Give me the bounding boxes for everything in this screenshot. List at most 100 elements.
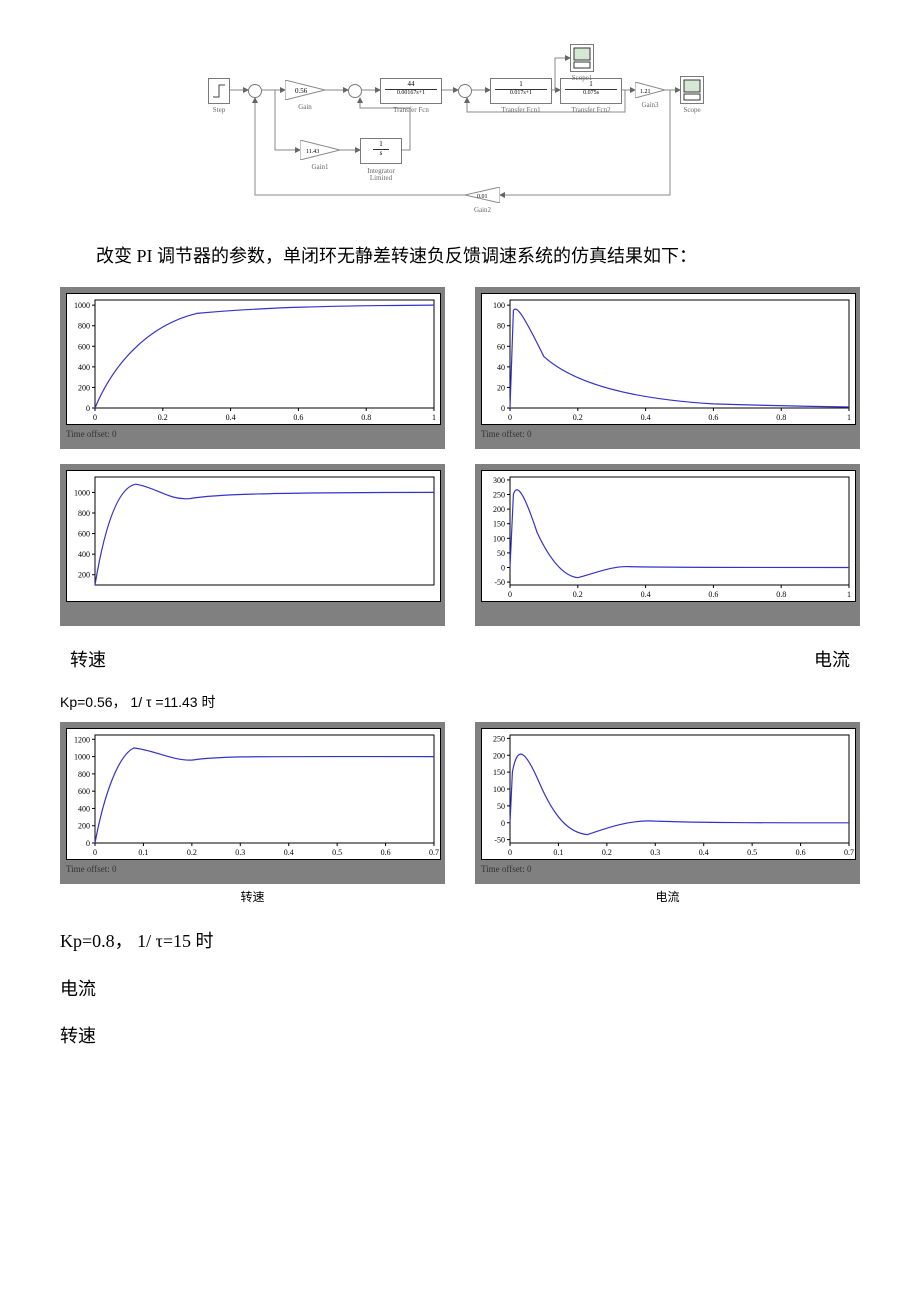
scope1-label: Scope1 bbox=[571, 75, 593, 83]
svg-text:0: 0 bbox=[93, 413, 97, 422]
svg-text:200: 200 bbox=[78, 571, 90, 580]
tf-label: Transfer Fcn bbox=[381, 107, 441, 115]
svg-text:0.1: 0.1 bbox=[138, 848, 148, 857]
svg-text:0.6: 0.6 bbox=[796, 848, 806, 857]
svg-text:0.4: 0.4 bbox=[226, 413, 236, 422]
svg-text:0.6: 0.6 bbox=[708, 413, 718, 422]
svg-text:0: 0 bbox=[86, 404, 90, 413]
paragraph-1: 改变 PI 调节器的参数，单闭环无静差转速负反馈调速系统的仿真结果如下： bbox=[60, 240, 860, 272]
scope1-block: Scope1 bbox=[570, 44, 594, 72]
svg-text:400: 400 bbox=[78, 363, 90, 372]
svg-text:20: 20 bbox=[497, 384, 505, 393]
tf1-block: 1 0.017s+1 Transfer Fcn1 bbox=[490, 78, 552, 104]
svg-text:100: 100 bbox=[493, 785, 505, 794]
after-label-1: 电流 bbox=[60, 973, 860, 1005]
sum1 bbox=[248, 84, 262, 98]
svg-text:150: 150 bbox=[493, 769, 505, 778]
tf1-label: Transfer Fcn1 bbox=[491, 107, 551, 115]
svg-text:0.8: 0.8 bbox=[776, 590, 786, 599]
current-label: 电流 bbox=[814, 646, 850, 672]
gain1-block: 11.43 Gain1 bbox=[300, 140, 340, 160]
svg-text:1200: 1200 bbox=[74, 736, 90, 745]
svg-text:1: 1 bbox=[847, 413, 851, 422]
svg-text:0.2: 0.2 bbox=[602, 848, 612, 857]
svg-text:200: 200 bbox=[78, 822, 90, 831]
svg-text:11.43: 11.43 bbox=[306, 149, 319, 155]
svg-text:800: 800 bbox=[78, 509, 90, 518]
svg-text:300: 300 bbox=[493, 476, 505, 485]
time-offset-5: Time offset: 0 bbox=[66, 860, 439, 874]
row-labels: 转速 电流 bbox=[70, 646, 850, 672]
svg-text:0.1: 0.1 bbox=[553, 848, 563, 857]
svg-text:1000: 1000 bbox=[74, 753, 90, 762]
svg-text:80: 80 bbox=[497, 322, 505, 331]
gain-value: 0.56 bbox=[295, 87, 308, 95]
svg-text:0.2: 0.2 bbox=[158, 413, 168, 422]
svg-text:0.2: 0.2 bbox=[187, 848, 197, 857]
chart-2: 02040608010000.20.40.60.81 Time offset: … bbox=[475, 287, 860, 449]
speed-label: 转速 bbox=[70, 646, 106, 672]
tf-block: 44 0.00167s+1 Transfer Fcn bbox=[380, 78, 442, 104]
svg-text:0: 0 bbox=[86, 839, 90, 848]
svg-text:150: 150 bbox=[493, 520, 505, 529]
after-label-2: 转速 bbox=[60, 1020, 860, 1052]
gain3-block: 1.21 Gain3 bbox=[635, 82, 665, 98]
integrator-label: Integrator Limited bbox=[361, 168, 401, 183]
svg-text:0.4: 0.4 bbox=[699, 848, 709, 857]
scope-block: Scope bbox=[680, 76, 704, 104]
svg-text:200: 200 bbox=[493, 752, 505, 761]
gain2-block: 0.01 Gain2 bbox=[465, 187, 500, 203]
svg-text:1: 1 bbox=[847, 590, 851, 599]
svg-text:0.8: 0.8 bbox=[361, 413, 371, 422]
svg-text:0.5: 0.5 bbox=[747, 848, 757, 857]
gain2-label: Gain2 bbox=[465, 207, 500, 215]
svg-text:250: 250 bbox=[493, 735, 505, 744]
svg-text:0.6: 0.6 bbox=[708, 590, 718, 599]
svg-text:200: 200 bbox=[493, 505, 505, 514]
scope-label: Scope bbox=[681, 107, 703, 115]
svg-text:0.7: 0.7 bbox=[844, 848, 854, 857]
integrator-block: 1 s Integrator Limited bbox=[360, 138, 402, 164]
svg-text:0: 0 bbox=[501, 564, 505, 573]
svg-text:0: 0 bbox=[501, 404, 505, 413]
svg-text:600: 600 bbox=[78, 788, 90, 797]
gain-label: Gain bbox=[285, 104, 325, 112]
caption-current: 电流 bbox=[475, 888, 860, 905]
svg-text:1: 1 bbox=[432, 413, 436, 422]
svg-text:0.8: 0.8 bbox=[776, 413, 786, 422]
svg-text:50: 50 bbox=[497, 549, 505, 558]
svg-text:0: 0 bbox=[508, 590, 512, 599]
svg-text:1000: 1000 bbox=[74, 302, 90, 311]
svg-text:1000: 1000 bbox=[74, 489, 90, 498]
svg-text:-50: -50 bbox=[494, 836, 505, 845]
svg-text:0.4: 0.4 bbox=[284, 848, 294, 857]
charts-row-1-2: 0200400600800100000.20.40.60.81 Time off… bbox=[60, 287, 860, 626]
step-label: Step bbox=[209, 107, 229, 115]
svg-text:800: 800 bbox=[78, 770, 90, 779]
svg-text:0: 0 bbox=[93, 848, 97, 857]
chart-3: 2004006008001000 bbox=[60, 464, 445, 626]
svg-text:800: 800 bbox=[78, 322, 90, 331]
svg-text:400: 400 bbox=[78, 805, 90, 814]
svg-text:0: 0 bbox=[501, 819, 505, 828]
param-line-2: Kp=0.8， 1/ τ=15 时 bbox=[60, 925, 860, 957]
svg-text:0.3: 0.3 bbox=[235, 848, 245, 857]
gain-block: 0.56 Gain bbox=[285, 80, 325, 100]
svg-text:0.2: 0.2 bbox=[573, 590, 583, 599]
svg-text:0.3: 0.3 bbox=[650, 848, 660, 857]
svg-text:0: 0 bbox=[508, 413, 512, 422]
svg-text:40: 40 bbox=[497, 363, 505, 372]
svg-text:0.7: 0.7 bbox=[429, 848, 439, 857]
gain3-label: Gain3 bbox=[635, 102, 665, 110]
chart-5: 02004006008001000120000.10.20.30.40.50.6… bbox=[60, 722, 445, 884]
time-offset-1: Time offset: 0 bbox=[66, 425, 439, 439]
caption-speed: 转速 bbox=[60, 888, 445, 905]
svg-text:400: 400 bbox=[78, 551, 90, 560]
time-offset-6: Time offset: 0 bbox=[481, 860, 854, 874]
svg-text:1.21: 1.21 bbox=[640, 89, 651, 95]
svg-text:100: 100 bbox=[493, 535, 505, 544]
svg-text:100: 100 bbox=[493, 302, 505, 311]
sum3 bbox=[458, 84, 472, 98]
svg-text:0.5: 0.5 bbox=[332, 848, 342, 857]
tf2-label: Transfer Fcn2 bbox=[561, 107, 621, 115]
